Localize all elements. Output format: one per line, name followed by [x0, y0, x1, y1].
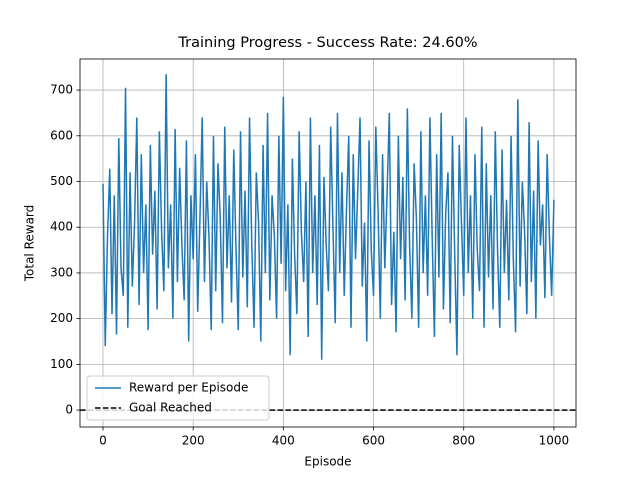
y-tick-label: 500 — [50, 174, 73, 188]
x-tick-label: 400 — [272, 434, 295, 448]
chart-title: Training Progress - Success Rate: 24.60% — [177, 35, 477, 51]
legend-label: Reward per Episode — [129, 381, 248, 395]
y-axis-label: Total Reward — [23, 205, 37, 283]
x-tick-label: 800 — [452, 434, 475, 448]
legend-box — [86, 375, 270, 421]
y-tick-label: 0 — [65, 403, 73, 417]
y-tick-label: 600 — [50, 128, 73, 142]
y-tick-label: 200 — [50, 311, 73, 325]
x-tick-label: 0 — [99, 434, 107, 448]
plot-frame — [79, 58, 577, 428]
series-line — [102, 74, 555, 360]
legend-label: Goal Reached — [129, 401, 212, 415]
y-tick-label: 100 — [50, 357, 73, 371]
x-tick-label: 1000 — [539, 434, 570, 448]
x-axis-label: Episode — [304, 455, 351, 469]
x-tick-label: 600 — [362, 434, 385, 448]
y-tick-label: 700 — [50, 83, 73, 97]
y-tick-label: 300 — [50, 265, 73, 279]
y-tick-label: 400 — [50, 220, 73, 234]
x-tick-label: 200 — [182, 434, 205, 448]
